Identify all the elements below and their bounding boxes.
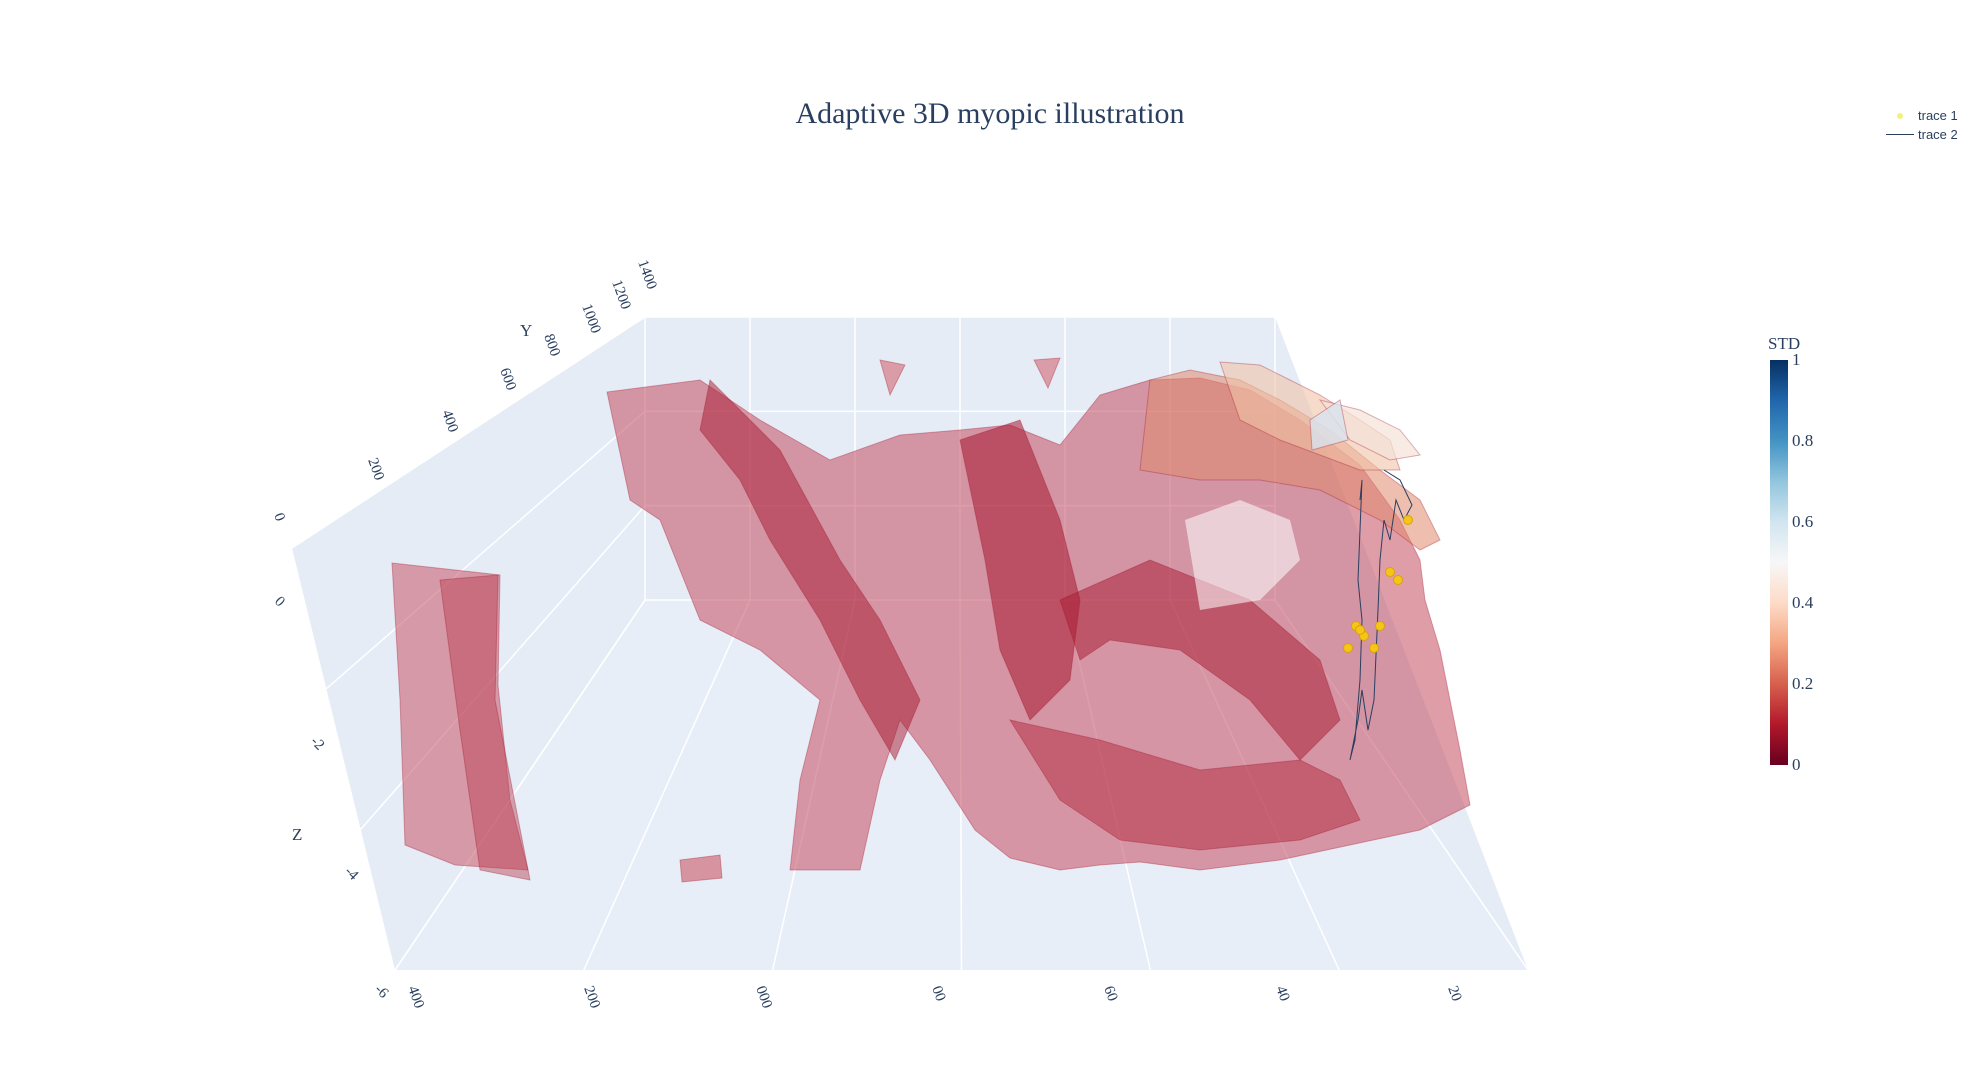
legend-item-trace-2[interactable]: trace 2 bbox=[1882, 125, 1958, 144]
chart-title: Adaptive 3D myopic illustration bbox=[795, 97, 1185, 130]
trace-1-marker bbox=[1343, 643, 1353, 653]
z-tick-label: -2 bbox=[307, 734, 327, 754]
legend-label: trace 2 bbox=[1918, 127, 1958, 142]
y-tick-label: 400 bbox=[438, 408, 461, 435]
trace-1-marker bbox=[1369, 643, 1379, 653]
trace-1-marker bbox=[1375, 621, 1385, 631]
x-tick-label: 000 bbox=[752, 984, 775, 1011]
z-tick-label: 0 bbox=[271, 594, 288, 611]
line-symbol-icon bbox=[1882, 125, 1918, 144]
colorbar-tick-label: 1 bbox=[1792, 350, 1801, 369]
colorbar bbox=[1770, 360, 1788, 765]
colorbar-tick-label: 0.6 bbox=[1792, 512, 1814, 531]
y-tick-label: 1000 bbox=[578, 302, 603, 336]
colorbar-tick-label: 0.4 bbox=[1792, 593, 1814, 612]
trace-1-marker bbox=[1355, 625, 1365, 635]
trace-1-marker bbox=[1393, 575, 1403, 585]
x-axis-ticks: 400 200 000 00 60 40 20 bbox=[404, 984, 1464, 1011]
y-tick-label: 800 bbox=[540, 332, 563, 359]
trace-1-markers bbox=[1343, 515, 1413, 653]
x-tick-label: 200 bbox=[580, 984, 603, 1011]
y-tick-label: 1200 bbox=[608, 278, 633, 312]
legend-label: trace 1 bbox=[1918, 108, 1958, 123]
x-tick-label: 00 bbox=[928, 984, 948, 1004]
legend[interactable]: trace 1 trace 2 bbox=[1882, 106, 1958, 144]
colorbar-title: STD bbox=[1768, 334, 1801, 353]
trace-1-marker bbox=[1403, 515, 1413, 525]
colorbar-tick-label: 0.2 bbox=[1792, 674, 1814, 693]
colorbar-tick-label: 0.8 bbox=[1792, 431, 1814, 450]
surface-mesh bbox=[391, 357, 1471, 883]
legend-item-trace-1[interactable]: trace 1 bbox=[1882, 106, 1958, 125]
y-tick-label: 1400 bbox=[634, 258, 659, 292]
y-tick-label: 0 bbox=[270, 511, 288, 524]
y-tick-label: 200 bbox=[364, 456, 387, 483]
x-tick-label: 400 bbox=[404, 984, 427, 1011]
y-tick-label: 600 bbox=[496, 366, 519, 393]
z-axis-label: Z bbox=[292, 825, 302, 844]
colorbar-tick-label: 0 bbox=[1792, 755, 1801, 774]
marker-symbol-icon bbox=[1882, 106, 1918, 125]
trace-1-marker bbox=[1385, 567, 1395, 577]
x-tick-label: 60 bbox=[1100, 984, 1120, 1004]
z-tick-label: -6 bbox=[371, 982, 392, 1003]
x-tick-label: 40 bbox=[1272, 984, 1292, 1004]
y-axis-label: Y bbox=[520, 321, 532, 340]
x-tick-label: 20 bbox=[1444, 984, 1464, 1004]
z-tick-label: -4 bbox=[341, 864, 362, 885]
